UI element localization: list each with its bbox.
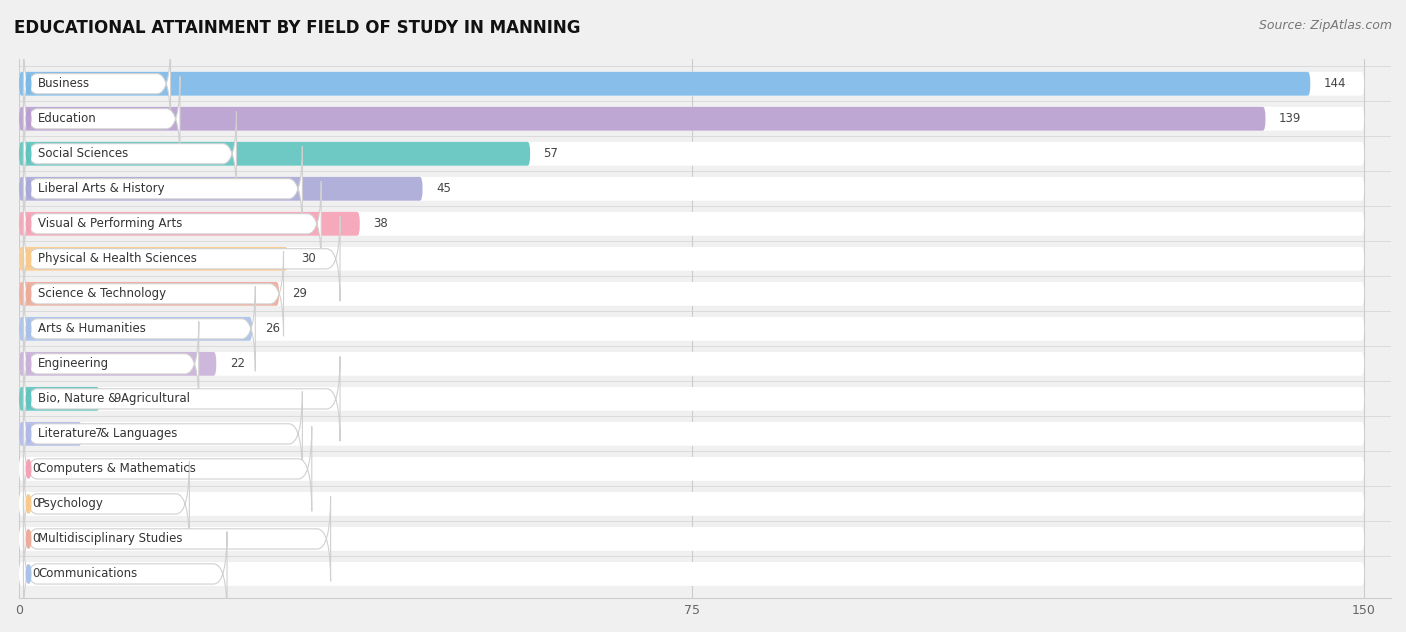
Text: 29: 29: [292, 288, 308, 300]
Circle shape: [27, 320, 31, 338]
Text: Visual & Performing Arts: Visual & Performing Arts: [38, 217, 183, 230]
FancyBboxPatch shape: [20, 422, 82, 446]
FancyBboxPatch shape: [20, 457, 1364, 481]
Text: Business: Business: [38, 77, 90, 90]
FancyBboxPatch shape: [24, 41, 170, 126]
FancyBboxPatch shape: [20, 352, 217, 376]
FancyBboxPatch shape: [20, 142, 530, 166]
Circle shape: [27, 355, 31, 373]
Text: 22: 22: [229, 357, 245, 370]
Circle shape: [27, 179, 31, 198]
Text: 7: 7: [96, 427, 103, 441]
Text: 26: 26: [266, 322, 281, 336]
FancyBboxPatch shape: [24, 216, 340, 301]
FancyBboxPatch shape: [24, 461, 190, 546]
Circle shape: [27, 530, 31, 548]
FancyBboxPatch shape: [24, 252, 284, 336]
FancyBboxPatch shape: [20, 72, 1364, 95]
Text: 0: 0: [32, 568, 39, 580]
FancyBboxPatch shape: [20, 317, 252, 341]
Circle shape: [27, 425, 31, 443]
FancyBboxPatch shape: [20, 317, 1364, 341]
FancyBboxPatch shape: [24, 427, 312, 511]
Text: Science & Technology: Science & Technology: [38, 288, 166, 300]
Circle shape: [27, 495, 31, 513]
Text: Computers & Mathematics: Computers & Mathematics: [38, 463, 195, 475]
Text: Communications: Communications: [38, 568, 138, 580]
FancyBboxPatch shape: [24, 391, 302, 477]
Text: Social Sciences: Social Sciences: [38, 147, 128, 161]
FancyBboxPatch shape: [24, 356, 340, 441]
FancyBboxPatch shape: [20, 352, 1364, 376]
Text: 0: 0: [32, 532, 39, 545]
FancyBboxPatch shape: [24, 322, 198, 406]
FancyBboxPatch shape: [20, 107, 1265, 131]
Circle shape: [27, 145, 31, 163]
Circle shape: [27, 75, 31, 93]
Circle shape: [27, 390, 31, 408]
Text: 38: 38: [373, 217, 388, 230]
FancyBboxPatch shape: [20, 142, 1364, 166]
Text: 139: 139: [1279, 112, 1302, 125]
Circle shape: [27, 460, 31, 478]
Text: Liberal Arts & History: Liberal Arts & History: [38, 182, 165, 195]
Text: Education: Education: [38, 112, 97, 125]
FancyBboxPatch shape: [20, 212, 1364, 236]
Text: Multidisciplinary Studies: Multidisciplinary Studies: [38, 532, 183, 545]
Text: Arts & Humanities: Arts & Humanities: [38, 322, 146, 336]
FancyBboxPatch shape: [20, 562, 1364, 586]
Circle shape: [27, 250, 31, 268]
FancyBboxPatch shape: [20, 247, 288, 270]
Circle shape: [27, 285, 31, 303]
FancyBboxPatch shape: [20, 422, 1364, 446]
FancyBboxPatch shape: [20, 387, 1364, 411]
Text: Psychology: Psychology: [38, 497, 104, 511]
Text: 57: 57: [544, 147, 558, 161]
FancyBboxPatch shape: [20, 72, 1310, 95]
Text: 45: 45: [436, 182, 451, 195]
Text: Source: ZipAtlas.com: Source: ZipAtlas.com: [1258, 19, 1392, 32]
FancyBboxPatch shape: [24, 286, 256, 371]
FancyBboxPatch shape: [20, 492, 1364, 516]
Text: Engineering: Engineering: [38, 357, 110, 370]
Text: 144: 144: [1323, 77, 1347, 90]
FancyBboxPatch shape: [24, 181, 321, 266]
FancyBboxPatch shape: [20, 282, 278, 306]
Circle shape: [27, 110, 31, 128]
Circle shape: [27, 215, 31, 233]
FancyBboxPatch shape: [20, 527, 1364, 551]
FancyBboxPatch shape: [20, 177, 423, 201]
FancyBboxPatch shape: [20, 107, 1364, 131]
FancyBboxPatch shape: [20, 247, 1364, 270]
Text: 0: 0: [32, 497, 39, 511]
FancyBboxPatch shape: [24, 111, 236, 196]
Text: EDUCATIONAL ATTAINMENT BY FIELD OF STUDY IN MANNING: EDUCATIONAL ATTAINMENT BY FIELD OF STUDY…: [14, 19, 581, 37]
Text: Bio, Nature & Agricultural: Bio, Nature & Agricultural: [38, 392, 190, 405]
FancyBboxPatch shape: [20, 177, 1364, 201]
Text: 30: 30: [301, 252, 316, 265]
FancyBboxPatch shape: [24, 147, 302, 231]
FancyBboxPatch shape: [24, 532, 226, 616]
FancyBboxPatch shape: [20, 282, 1364, 306]
Text: 0: 0: [32, 463, 39, 475]
FancyBboxPatch shape: [24, 76, 180, 161]
Text: Literature & Languages: Literature & Languages: [38, 427, 177, 441]
Circle shape: [27, 565, 31, 583]
FancyBboxPatch shape: [24, 497, 330, 581]
Text: 9: 9: [112, 392, 121, 405]
Text: Physical & Health Sciences: Physical & Health Sciences: [38, 252, 197, 265]
FancyBboxPatch shape: [20, 387, 100, 411]
FancyBboxPatch shape: [20, 212, 360, 236]
